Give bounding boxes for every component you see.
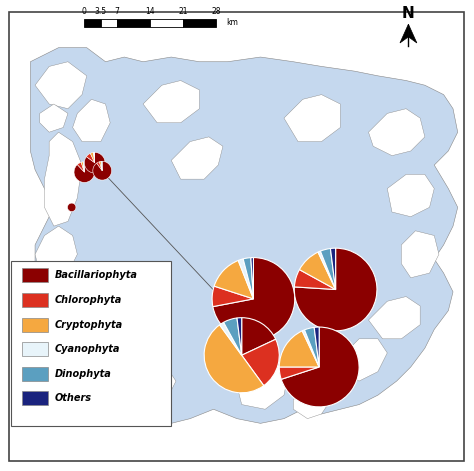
Text: Cryptophyta: Cryptophyta (55, 319, 123, 330)
Wedge shape (279, 367, 319, 379)
Text: 7: 7 (115, 7, 120, 16)
Polygon shape (293, 386, 331, 419)
Polygon shape (30, 48, 458, 423)
Wedge shape (101, 161, 102, 171)
Polygon shape (340, 339, 387, 381)
Text: Others: Others (55, 393, 92, 403)
Wedge shape (93, 153, 95, 162)
Polygon shape (134, 367, 176, 405)
Bar (22, 293, 48, 307)
Polygon shape (368, 109, 425, 156)
Polygon shape (35, 226, 77, 283)
Wedge shape (330, 248, 336, 290)
Polygon shape (96, 348, 129, 386)
Text: Chlorophyta: Chlorophyta (55, 295, 122, 305)
Wedge shape (242, 317, 276, 355)
Text: Cyanophyta: Cyanophyta (55, 344, 120, 354)
Wedge shape (93, 161, 111, 180)
Text: 28: 28 (211, 7, 220, 16)
Wedge shape (67, 203, 76, 211)
Wedge shape (302, 330, 319, 367)
Bar (183, 19, 216, 27)
Text: 0: 0 (82, 7, 87, 16)
Polygon shape (409, 24, 417, 43)
Wedge shape (304, 327, 319, 367)
Wedge shape (214, 260, 254, 299)
Polygon shape (73, 99, 110, 142)
Bar (22, 342, 48, 356)
Wedge shape (86, 154, 95, 162)
Wedge shape (314, 327, 319, 367)
Wedge shape (224, 318, 242, 355)
Wedge shape (318, 251, 336, 290)
Text: N: N (402, 6, 415, 21)
Wedge shape (242, 339, 279, 386)
FancyBboxPatch shape (11, 261, 171, 426)
Bar (117, 19, 150, 27)
Wedge shape (84, 153, 105, 173)
Wedge shape (279, 331, 319, 367)
Wedge shape (320, 249, 336, 290)
Bar (22, 391, 48, 405)
Bar (150, 19, 183, 27)
Wedge shape (74, 162, 95, 182)
Bar (22, 366, 48, 381)
Wedge shape (101, 162, 102, 171)
Text: 14: 14 (146, 7, 155, 16)
Wedge shape (100, 162, 102, 171)
Text: km: km (226, 18, 238, 27)
Polygon shape (284, 95, 340, 142)
Wedge shape (94, 153, 95, 162)
Wedge shape (81, 162, 84, 172)
Bar (22, 317, 48, 332)
Wedge shape (294, 269, 336, 290)
Wedge shape (251, 258, 254, 299)
Text: 21: 21 (178, 7, 188, 16)
Wedge shape (83, 162, 84, 172)
Polygon shape (40, 104, 68, 132)
Wedge shape (204, 325, 264, 393)
Wedge shape (237, 317, 242, 355)
Bar (22, 268, 48, 283)
Polygon shape (49, 292, 82, 339)
Wedge shape (300, 252, 336, 290)
Wedge shape (91, 153, 95, 162)
Polygon shape (387, 174, 434, 217)
Polygon shape (368, 297, 420, 339)
Polygon shape (400, 24, 409, 43)
Text: 3.5: 3.5 (95, 7, 107, 16)
Wedge shape (97, 162, 102, 171)
Wedge shape (77, 162, 84, 172)
Wedge shape (212, 286, 254, 307)
Bar (84, 19, 101, 27)
Polygon shape (401, 231, 439, 278)
Polygon shape (143, 81, 200, 123)
Polygon shape (237, 362, 289, 409)
Wedge shape (238, 259, 254, 299)
Bar (101, 19, 117, 27)
Wedge shape (219, 322, 242, 355)
Polygon shape (35, 62, 87, 109)
Text: Bacillariophyta: Bacillariophyta (55, 270, 138, 280)
Text: Dinophyta: Dinophyta (55, 369, 112, 379)
Wedge shape (294, 248, 377, 331)
Polygon shape (45, 132, 82, 226)
Wedge shape (243, 258, 254, 299)
Wedge shape (213, 258, 295, 340)
Wedge shape (281, 327, 359, 407)
Polygon shape (171, 137, 223, 179)
